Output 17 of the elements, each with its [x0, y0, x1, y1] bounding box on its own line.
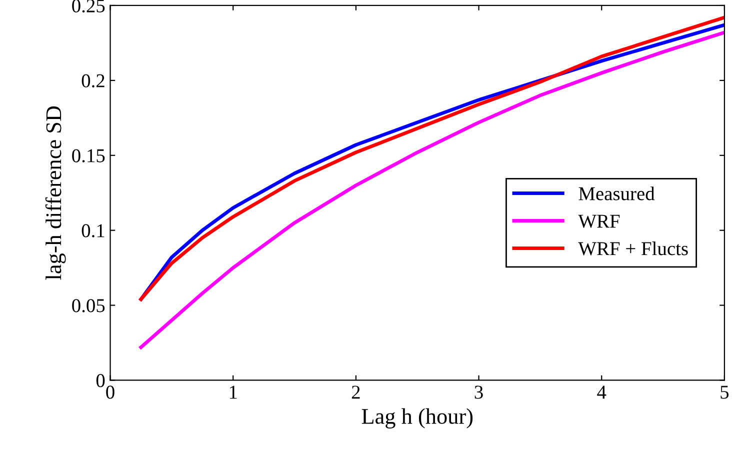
line-series: [139, 30, 724, 349]
y-tick-label: 0: [96, 374, 105, 388]
y-tick-label: 0.2: [82, 74, 104, 88]
legend-label: Measured: [578, 186, 655, 200]
x-tick-label: 1: [230, 386, 237, 399]
x-tick-label: 0: [106, 386, 114, 399]
x-tick-label: 4: [597, 386, 606, 399]
y-tick-label: 0.05: [72, 299, 105, 312]
y-tick-label: 0.15: [72, 149, 105, 162]
y-axis-title: lag-h difference SD: [45, 106, 66, 280]
x-tick-label: 5: [720, 386, 729, 399]
y-tick-label: 0.1: [82, 224, 104, 238]
legend-label: WRF + Flucts: [578, 242, 688, 256]
x-tick-label: 3: [474, 386, 483, 399]
x-tick-label: 2: [352, 386, 360, 399]
legend-label: WRF: [578, 214, 620, 228]
x-axis-title: Lag h (hour): [362, 408, 473, 428]
